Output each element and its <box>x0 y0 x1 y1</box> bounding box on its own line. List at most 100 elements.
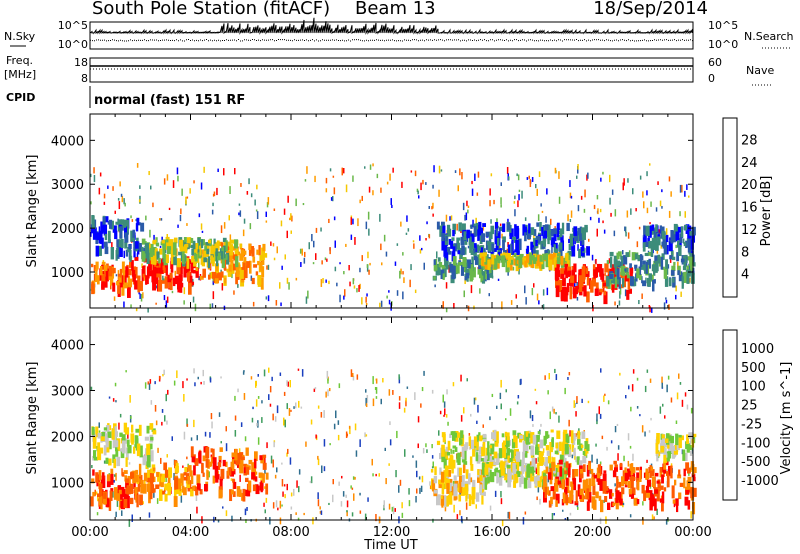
echo-scatter <box>607 400 610 405</box>
echo-scatter <box>330 197 333 201</box>
echo-scatter <box>246 507 248 511</box>
echo-cell <box>232 263 236 271</box>
echo-scatter <box>391 506 394 512</box>
echo-cell <box>623 268 627 272</box>
echo-scatter <box>596 228 598 237</box>
echo-scatter <box>284 419 286 428</box>
echo-cell <box>183 472 187 476</box>
echo-scatter <box>329 443 331 446</box>
echo-cell <box>263 253 268 258</box>
echo-scatter <box>619 291 621 299</box>
echo-cell <box>625 252 630 258</box>
echo-cell <box>183 244 188 254</box>
echo-cell <box>125 447 129 460</box>
echo-cell <box>134 488 138 501</box>
echo-cell <box>438 479 442 485</box>
echo-cell <box>518 238 522 251</box>
echo-cell <box>623 275 626 288</box>
echo-cell <box>604 496 608 503</box>
echo-scatter <box>431 206 433 210</box>
echo-cell <box>480 227 484 235</box>
echo-scatter <box>581 398 583 403</box>
echo-scatter <box>201 230 204 233</box>
echo-scatter <box>380 300 383 307</box>
echo-cell <box>259 261 263 268</box>
echo-cell <box>576 456 580 465</box>
echo-scatter <box>372 376 374 385</box>
echo-cell <box>125 457 128 467</box>
echo-scatter <box>183 431 186 440</box>
echo-cell <box>626 274 631 279</box>
echo-scatter <box>341 167 343 176</box>
echo-cell <box>131 237 135 241</box>
echo-scatter <box>501 301 503 310</box>
echo-scatter <box>414 392 416 400</box>
echo-cell <box>577 430 581 439</box>
echo-scatter <box>222 506 224 509</box>
echo-scatter <box>682 238 685 244</box>
echo-scatter <box>341 475 343 479</box>
echo-cell <box>446 452 451 456</box>
echo-scatter <box>156 498 159 504</box>
echo-cell <box>438 262 443 268</box>
echo-cell <box>687 225 692 239</box>
echo-cell <box>161 280 165 284</box>
echo-cell <box>677 226 682 233</box>
echo-scatter <box>200 182 203 190</box>
echo-cell <box>543 253 548 261</box>
echo-cell <box>214 465 219 479</box>
echo-cell <box>472 479 476 490</box>
echo-cell <box>143 472 148 482</box>
echo-cell <box>628 288 633 294</box>
echo-scatter <box>574 238 576 245</box>
echo-cell <box>167 489 172 496</box>
echo-cell <box>539 451 544 456</box>
echo-scatter <box>352 375 355 381</box>
echo-cell <box>659 467 664 473</box>
echo-cell <box>133 480 136 490</box>
echo-cell <box>434 466 437 476</box>
echo-cell <box>520 466 524 477</box>
echo-cell <box>559 466 563 477</box>
echo-cell <box>192 269 196 274</box>
echo-cell <box>182 487 187 496</box>
echo-cell <box>661 502 664 512</box>
echo-cell <box>602 473 607 486</box>
echo-cell <box>598 464 602 474</box>
echo-cell <box>460 265 464 276</box>
echo-cell <box>574 469 579 477</box>
echo-scatter <box>348 265 350 271</box>
echo-scatter <box>419 487 421 494</box>
echo-cell <box>124 493 129 504</box>
echo-scatter <box>239 210 242 217</box>
echo-scatter <box>380 187 382 193</box>
echo-scatter <box>666 384 668 393</box>
echo-cell <box>466 229 470 239</box>
echo-cell <box>101 270 106 277</box>
echo-scatter <box>584 189 586 198</box>
echo-scatter <box>632 369 635 374</box>
echo-cell <box>559 483 564 488</box>
echo-cell <box>93 456 98 461</box>
echo-cell <box>579 488 584 502</box>
echo-cell <box>562 492 566 503</box>
echo-cell <box>532 434 537 445</box>
echo-cell <box>572 481 576 486</box>
echo-scatter <box>569 512 572 516</box>
echo-cell <box>651 228 656 235</box>
echo-cell <box>470 464 474 471</box>
echo-cell <box>107 431 112 438</box>
echo-cell <box>625 272 629 276</box>
echo-cell <box>149 469 155 483</box>
echo-cell <box>121 261 125 273</box>
echo-scatter <box>154 405 157 412</box>
echo-cell <box>522 451 525 465</box>
echo-cell <box>688 432 692 439</box>
echo-scatter <box>659 200 662 207</box>
echo-cell <box>131 269 136 277</box>
echo-scatter <box>628 385 630 390</box>
colorbar-tick-label: 4 <box>741 268 749 283</box>
echo-scatter <box>506 167 509 174</box>
echo-cell <box>477 469 480 475</box>
echo-cell <box>222 245 227 253</box>
